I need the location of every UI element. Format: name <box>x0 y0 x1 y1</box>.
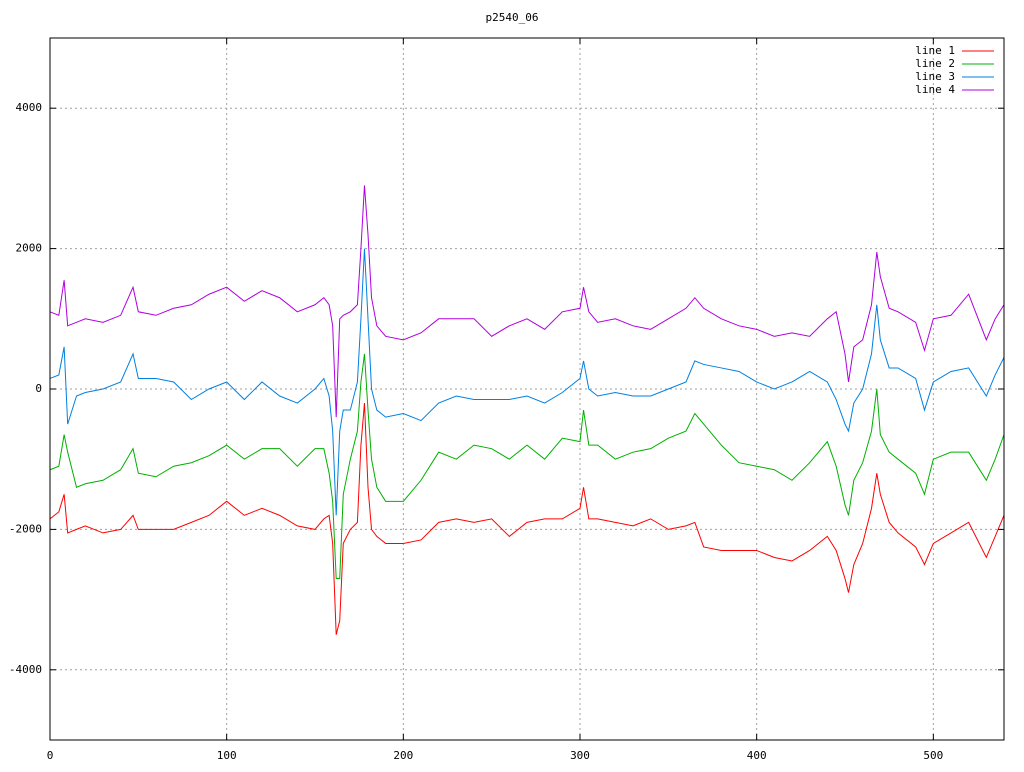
grid <box>49 38 1004 740</box>
x-tick-label: 300 <box>570 749 590 762</box>
y-tick-label: 2000 <box>16 242 43 255</box>
legend-label: line 3 <box>915 70 955 83</box>
x-tick-label: 0 <box>47 749 54 762</box>
legend-label: line 2 <box>915 57 955 70</box>
x-tick-label: 200 <box>393 749 413 762</box>
y-tick-label: -4000 <box>9 663 42 676</box>
plot-lines <box>49 185 1005 635</box>
y-tick-label: 0 <box>35 382 42 395</box>
y-tick-label: 4000 <box>16 101 43 114</box>
data-line <box>49 248 1005 516</box>
x-tick-label: 400 <box>747 749 767 762</box>
legend-label: line 4 <box>915 83 955 96</box>
x-tick-label: 100 <box>217 749 237 762</box>
x-tick-label: 500 <box>923 749 943 762</box>
chart-title: p2540_06 <box>486 11 539 24</box>
data-line <box>49 185 1005 418</box>
legend-label: line 1 <box>915 44 955 57</box>
data-line <box>49 402 1005 635</box>
data-line <box>49 353 1005 580</box>
y-tick-label: -2000 <box>9 522 42 535</box>
